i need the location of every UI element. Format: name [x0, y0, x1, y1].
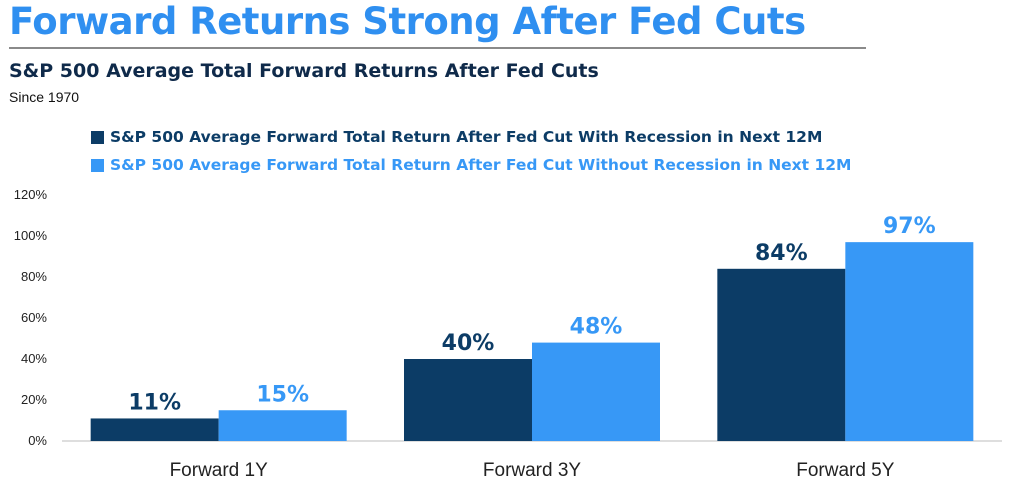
legend-item-without-recession: S&P 500 Average Forward Total Return Aft… — [91, 151, 851, 179]
bar-data-label: 15% — [256, 382, 309, 407]
bar-with-recession — [90, 418, 219, 441]
bars: 11% 15% 40% 48% 84% 97% — [90, 214, 974, 441]
bar-with-recession — [404, 359, 532, 441]
bar-data-label: 97% — [883, 214, 936, 239]
x-category-label: Forward 5Y — [796, 460, 895, 481]
bar-without-recession — [532, 342, 660, 441]
title-divider — [9, 47, 866, 49]
x-category-label: Forward 3Y — [483, 460, 582, 481]
y-tick-label: 60% — [21, 310, 47, 325]
x-category-label: Forward 1Y — [170, 460, 269, 481]
y-tick-label: 80% — [21, 269, 47, 284]
bar-without-recession — [218, 410, 347, 441]
y-tick-label: 0% — [28, 433, 47, 448]
x-axis: Forward 1Y Forward 3Y Forward 5Y — [170, 460, 895, 481]
y-tick-label: 100% — [14, 228, 48, 243]
bar-data-label: 40% — [442, 331, 495, 356]
bar-data-label: 11% — [128, 390, 181, 415]
bar-data-label: 48% — [570, 315, 623, 340]
bar-data-label: 84% — [755, 241, 808, 266]
legend-item-with-recession: S&P 500 Average Forward Total Return Aft… — [91, 123, 851, 151]
legend: S&P 500 Average Forward Total Return Aft… — [91, 123, 851, 179]
legend-swatch-without-recession — [91, 158, 104, 172]
bar-with-recession — [717, 268, 846, 441]
y-tick-label: 40% — [21, 351, 47, 366]
y-tick-label: 20% — [21, 392, 47, 407]
legend-label-with-recession: S&P 500 Average Forward Total Return Aft… — [110, 128, 823, 146]
chart-title: S&P 500 Average Total Forward Returns Af… — [9, 60, 599, 82]
y-tick-label: 120% — [14, 187, 48, 202]
legend-swatch-with-recession — [91, 130, 104, 144]
y-axis: 0% 20% 40% 60% 80% 100% 120% — [14, 187, 48, 448]
legend-label-without-recession: S&P 500 Average Forward Total Return Aft… — [110, 156, 852, 174]
bar-without-recession — [845, 242, 974, 441]
headline: Forward Returns Strong After Fed Cuts — [9, 0, 806, 43]
chart-subtitle: Since 1970 — [9, 89, 80, 105]
